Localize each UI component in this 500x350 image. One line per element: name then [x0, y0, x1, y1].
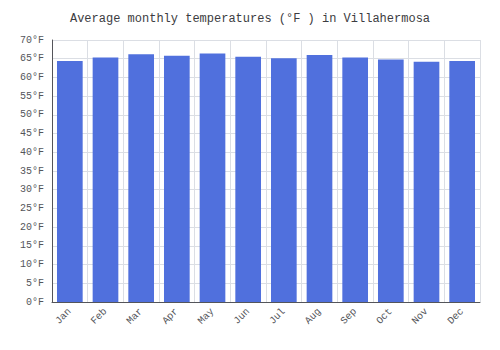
svg-text:65°F: 65°F — [20, 53, 44, 64]
svg-text:25°F: 25°F — [20, 203, 44, 214]
svg-text:35°F: 35°F — [20, 166, 44, 177]
svg-text:30°F: 30°F — [20, 184, 44, 195]
svg-text:5°F: 5°F — [26, 278, 44, 289]
svg-text:20°F: 20°F — [20, 222, 44, 233]
svg-text:Jan: Jan — [53, 306, 73, 326]
svg-text:Jul: Jul — [267, 306, 287, 326]
svg-text:15°F: 15°F — [20, 240, 44, 251]
svg-text:50°F: 50°F — [20, 109, 44, 120]
svg-text:Jun: Jun — [232, 306, 252, 326]
svg-text:10°F: 10°F — [20, 259, 44, 270]
svg-text:Feb: Feb — [89, 306, 109, 326]
svg-text:Aug: Aug — [303, 306, 323, 326]
svg-text:40°F: 40°F — [20, 147, 44, 158]
svg-text:45°F: 45°F — [20, 128, 44, 139]
svg-text:70°F: 70°F — [20, 35, 44, 46]
svg-text:Apr: Apr — [160, 306, 180, 326]
svg-text:60°F: 60°F — [20, 72, 44, 83]
svg-text:Mar: Mar — [125, 306, 145, 326]
svg-text:Sep: Sep — [339, 306, 359, 326]
svg-text:0°F: 0°F — [26, 297, 44, 308]
svg-text:May: May — [196, 306, 216, 326]
svg-text:Nov: Nov — [410, 306, 430, 326]
svg-text:Average monthly temperatures (: Average monthly temperatures (°F ) in Vi… — [70, 12, 430, 26]
svg-text:Oct: Oct — [374, 306, 394, 326]
svg-text:Dec: Dec — [446, 306, 466, 326]
svg-text:55°F: 55°F — [20, 91, 44, 102]
